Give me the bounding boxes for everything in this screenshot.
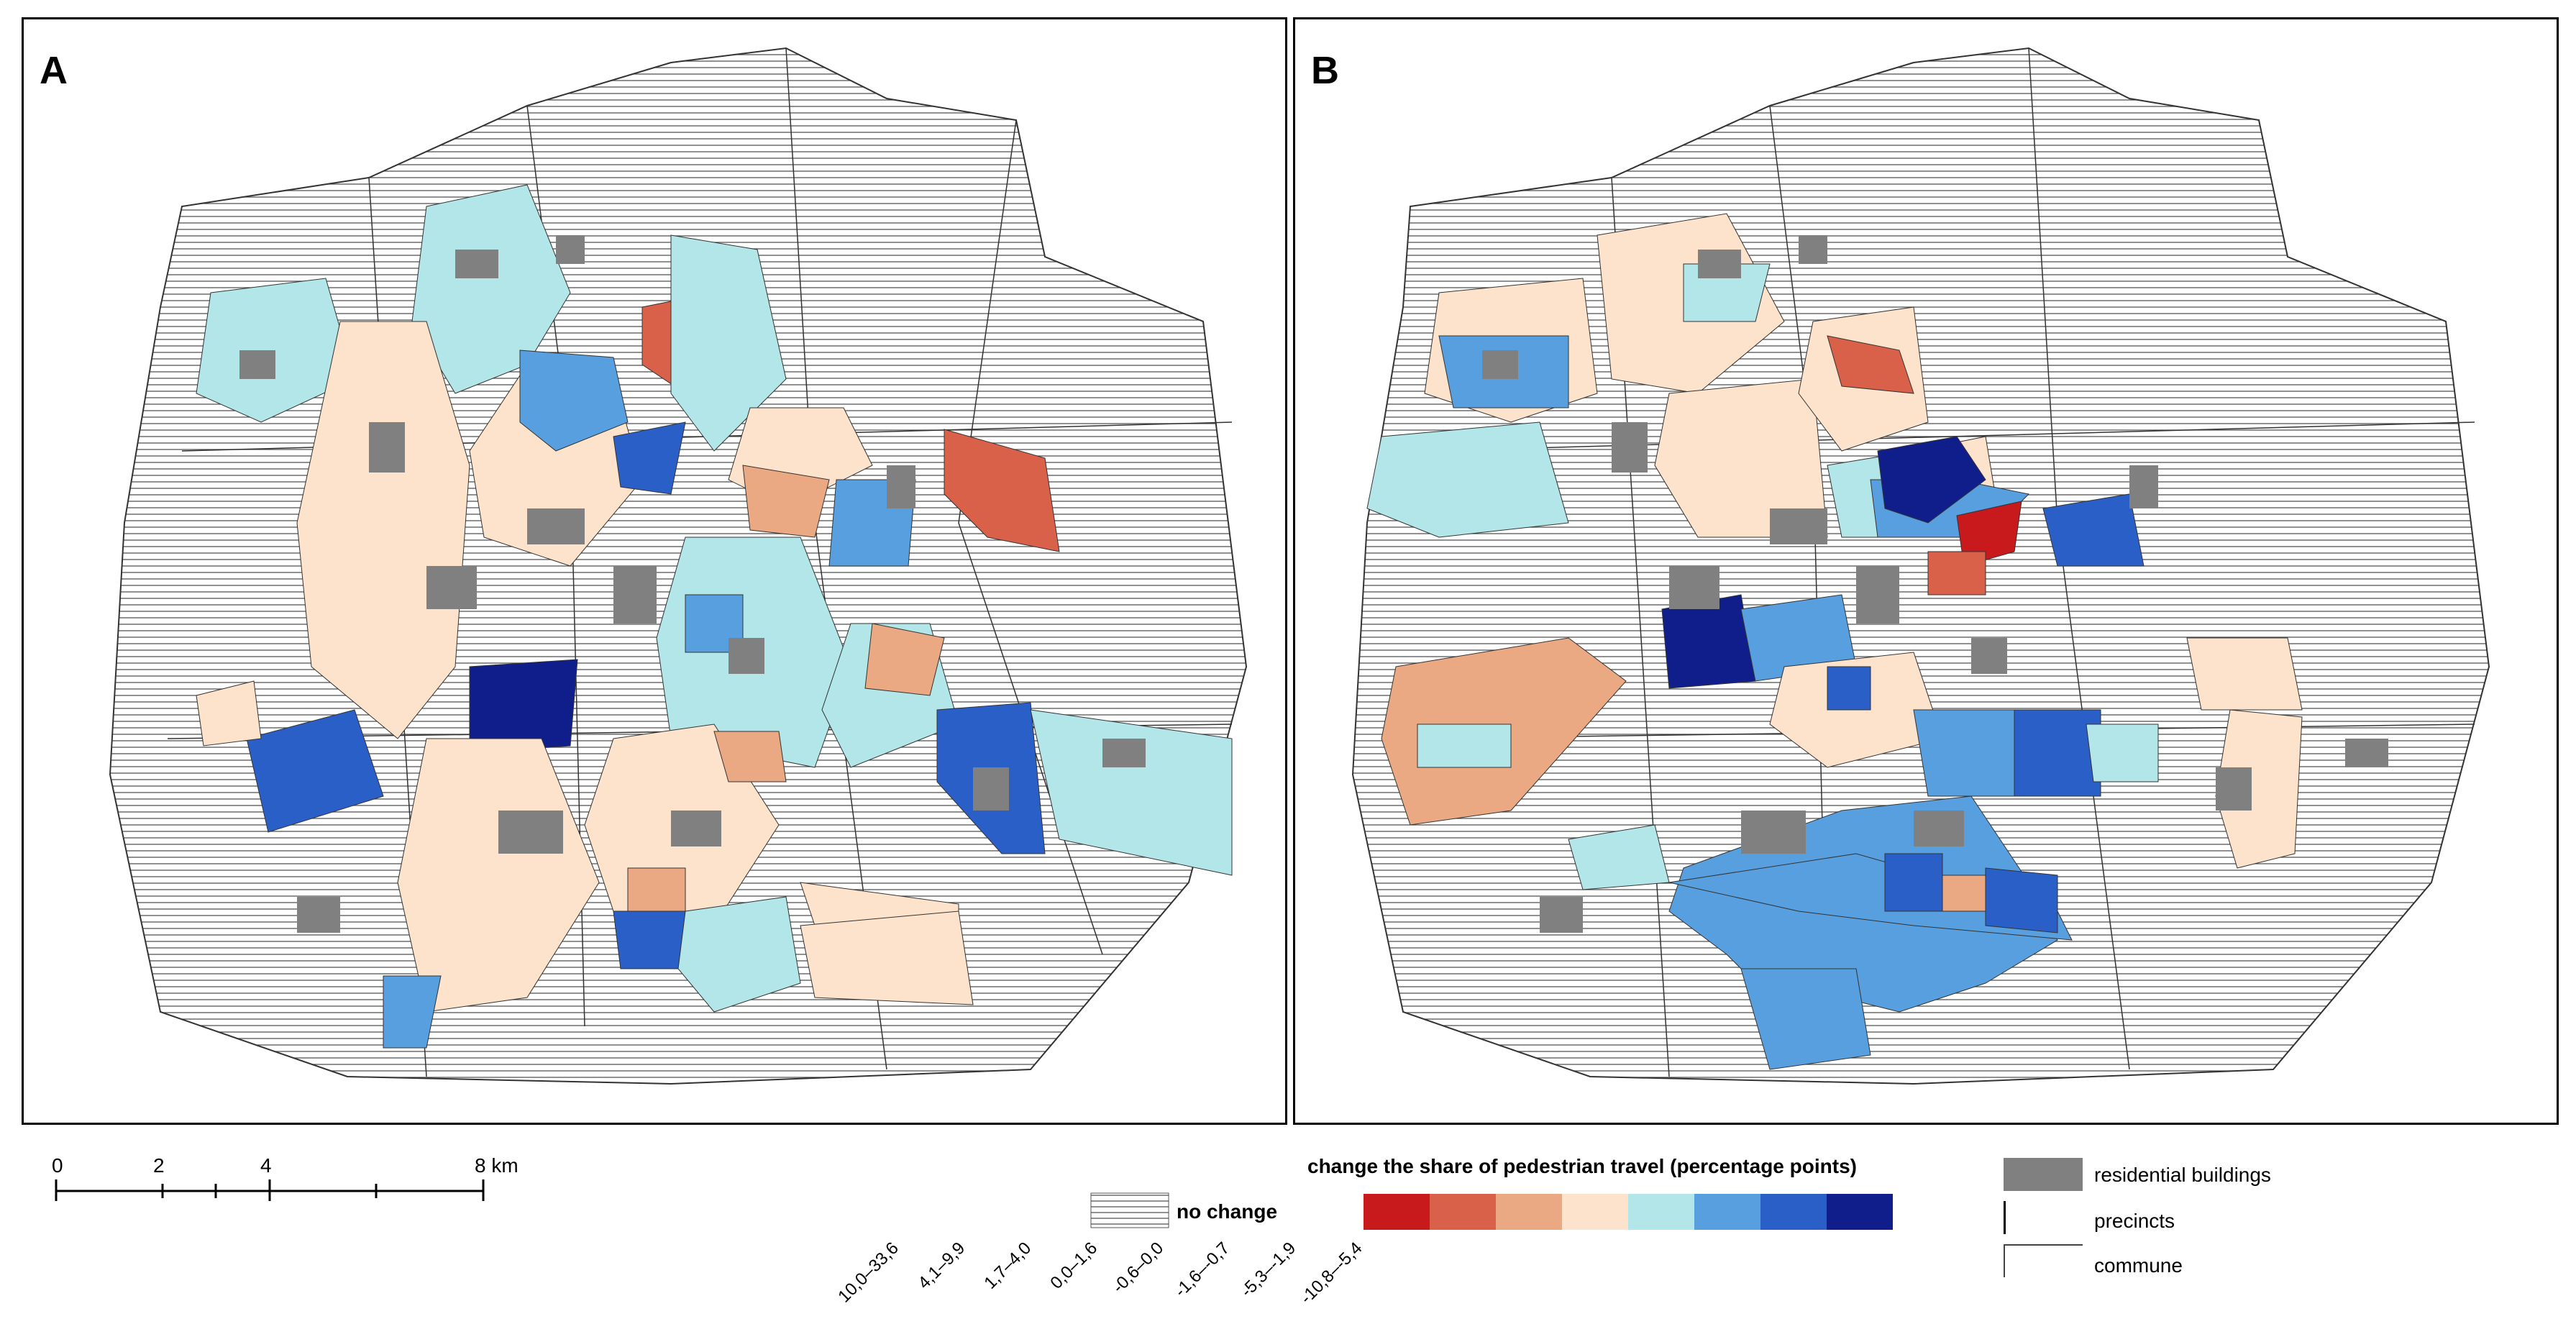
commune-label: commune bbox=[2094, 1254, 2183, 1277]
class-swatch-4 bbox=[1562, 1194, 1628, 1230]
panel-label-b: B bbox=[1311, 49, 1339, 92]
class-swatch-7 bbox=[1760, 1194, 1827, 1230]
class-label-4: 0,0–1,6 bbox=[1046, 1238, 1102, 1293]
residential-label: residential buildings bbox=[2094, 1164, 2271, 1186]
precincts-label: precincts bbox=[2094, 1210, 2175, 1232]
map-a-svg bbox=[109, 47, 1248, 1085]
class-label-6: -1,6–-0,7 bbox=[1171, 1238, 1234, 1302]
no-change-swatch bbox=[1090, 1192, 1169, 1228]
map-b-svg bbox=[1351, 47, 2490, 1085]
panel-label-a: A bbox=[40, 49, 68, 92]
class-label-5: -0,6–0,0 bbox=[1108, 1238, 1168, 1297]
map-panel-b: B bbox=[1293, 17, 2559, 1125]
scale-tick-2: 2 bbox=[153, 1154, 165, 1177]
scale-tick-4: 4 bbox=[260, 1154, 272, 1177]
scale-bar-svg: 0 2 4 8 km bbox=[52, 1154, 519, 1201]
legend-title: change the share of pedestrian travel (p… bbox=[1307, 1155, 1857, 1177]
class-swatch-2 bbox=[1430, 1194, 1496, 1230]
residential-swatch bbox=[2004, 1158, 2083, 1191]
scale-tick-0: 0 bbox=[52, 1154, 63, 1177]
class-label-7: -5,3–-1,9 bbox=[1237, 1238, 1300, 1302]
residential-buildings-b bbox=[1482, 235, 2388, 933]
map-panel-a: A bbox=[22, 17, 1287, 1125]
class-label-8: -10,8–-5,4 bbox=[1296, 1238, 1366, 1308]
class-swatch-8 bbox=[1827, 1194, 1893, 1230]
class-swatch-1 bbox=[1364, 1194, 1430, 1230]
scale-bar: 0 2 4 8 km bbox=[50, 1151, 568, 1215]
scale-tick-8: 8 km bbox=[475, 1154, 519, 1177]
residential-buildings-a bbox=[239, 235, 1146, 933]
class-label-3: 1,7–4,0 bbox=[980, 1238, 1036, 1293]
class-swatch-3 bbox=[1496, 1194, 1562, 1230]
class-swatch-6 bbox=[1694, 1194, 1760, 1230]
class-label-1: 10,0–33,6 bbox=[834, 1238, 903, 1307]
class-label-2: 4,1–9,9 bbox=[914, 1238, 969, 1293]
commune-swatch bbox=[2004, 1244, 2083, 1277]
no-change-label: no change bbox=[1177, 1200, 1278, 1223]
precincts-swatch bbox=[2004, 1201, 2083, 1234]
class-swatch-5 bbox=[1628, 1194, 1694, 1230]
